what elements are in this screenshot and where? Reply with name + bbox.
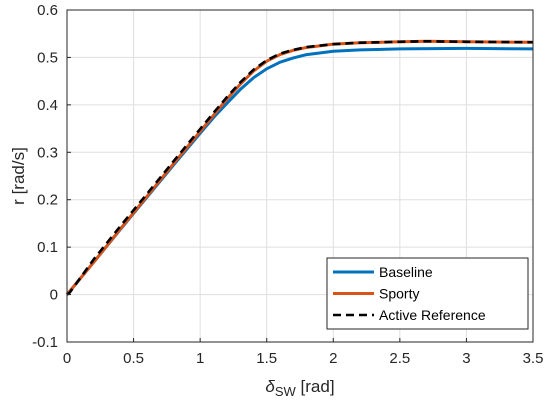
x-tick-label: 1.5 [256, 350, 277, 367]
legend-label: Sporty [379, 286, 419, 302]
y-tick-label: 0.4 [37, 97, 58, 114]
legend-label: Active Reference [379, 307, 486, 323]
x-axis-label-unit: [rad] [296, 377, 335, 396]
y-tick-label: 0.1 [37, 239, 58, 256]
x-tick-label: 1 [196, 350, 204, 367]
y-tick-label: 0.2 [37, 192, 58, 209]
x-tick-label: 0.5 [123, 350, 144, 367]
x-tick-label: 0 [63, 350, 71, 367]
x-tick-label: 2.5 [389, 350, 410, 367]
x-tick-label: 2 [329, 350, 337, 367]
series-layer [65, 39, 534, 296]
y-tick-label: 0 [50, 287, 58, 304]
x-axis-label: δSW [rad] [265, 377, 334, 399]
x-axis-label-symbol: δ [265, 377, 275, 396]
x-axis-label-subscript: SW [275, 384, 297, 399]
plot-frame [66, 9, 534, 343]
x-tick-label: 3.5 [523, 350, 544, 367]
y-tick-label: -0.1 [32, 334, 58, 351]
x-tick-label: 3 [462, 350, 470, 367]
y-axis-label: r [rad/s] [9, 147, 28, 205]
series-line-sporty [65, 39, 534, 296]
y-tick-label: 0.3 [37, 144, 58, 161]
series-line-active-reference [66, 39, 534, 296]
y-tick-label: 0.5 [37, 49, 58, 66]
legend: Baseline Sporty Active Reference [326, 257, 529, 330]
legend-label: Baseline [379, 264, 433, 280]
y-tick-label: 0.6 [37, 2, 58, 19]
tick-labels: 0 0.5 1 1.5 2 2.5 3 3.5 -0.1 0 0.1 0.2 0.3 0.4 0.5 0.6 [32, 2, 543, 367]
